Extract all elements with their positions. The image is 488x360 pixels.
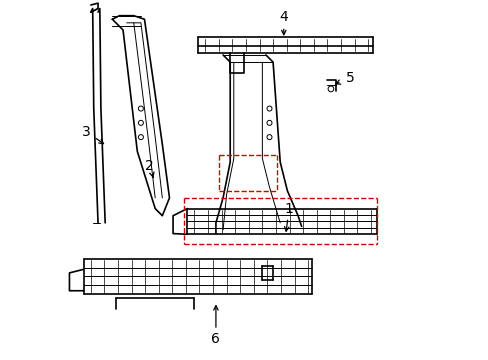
- Text: 3: 3: [82, 125, 91, 139]
- Text: 2: 2: [145, 159, 154, 173]
- Text: 6: 6: [211, 332, 220, 346]
- Text: 1: 1: [284, 202, 293, 216]
- Text: 4: 4: [279, 10, 287, 24]
- Text: 5: 5: [345, 71, 353, 85]
